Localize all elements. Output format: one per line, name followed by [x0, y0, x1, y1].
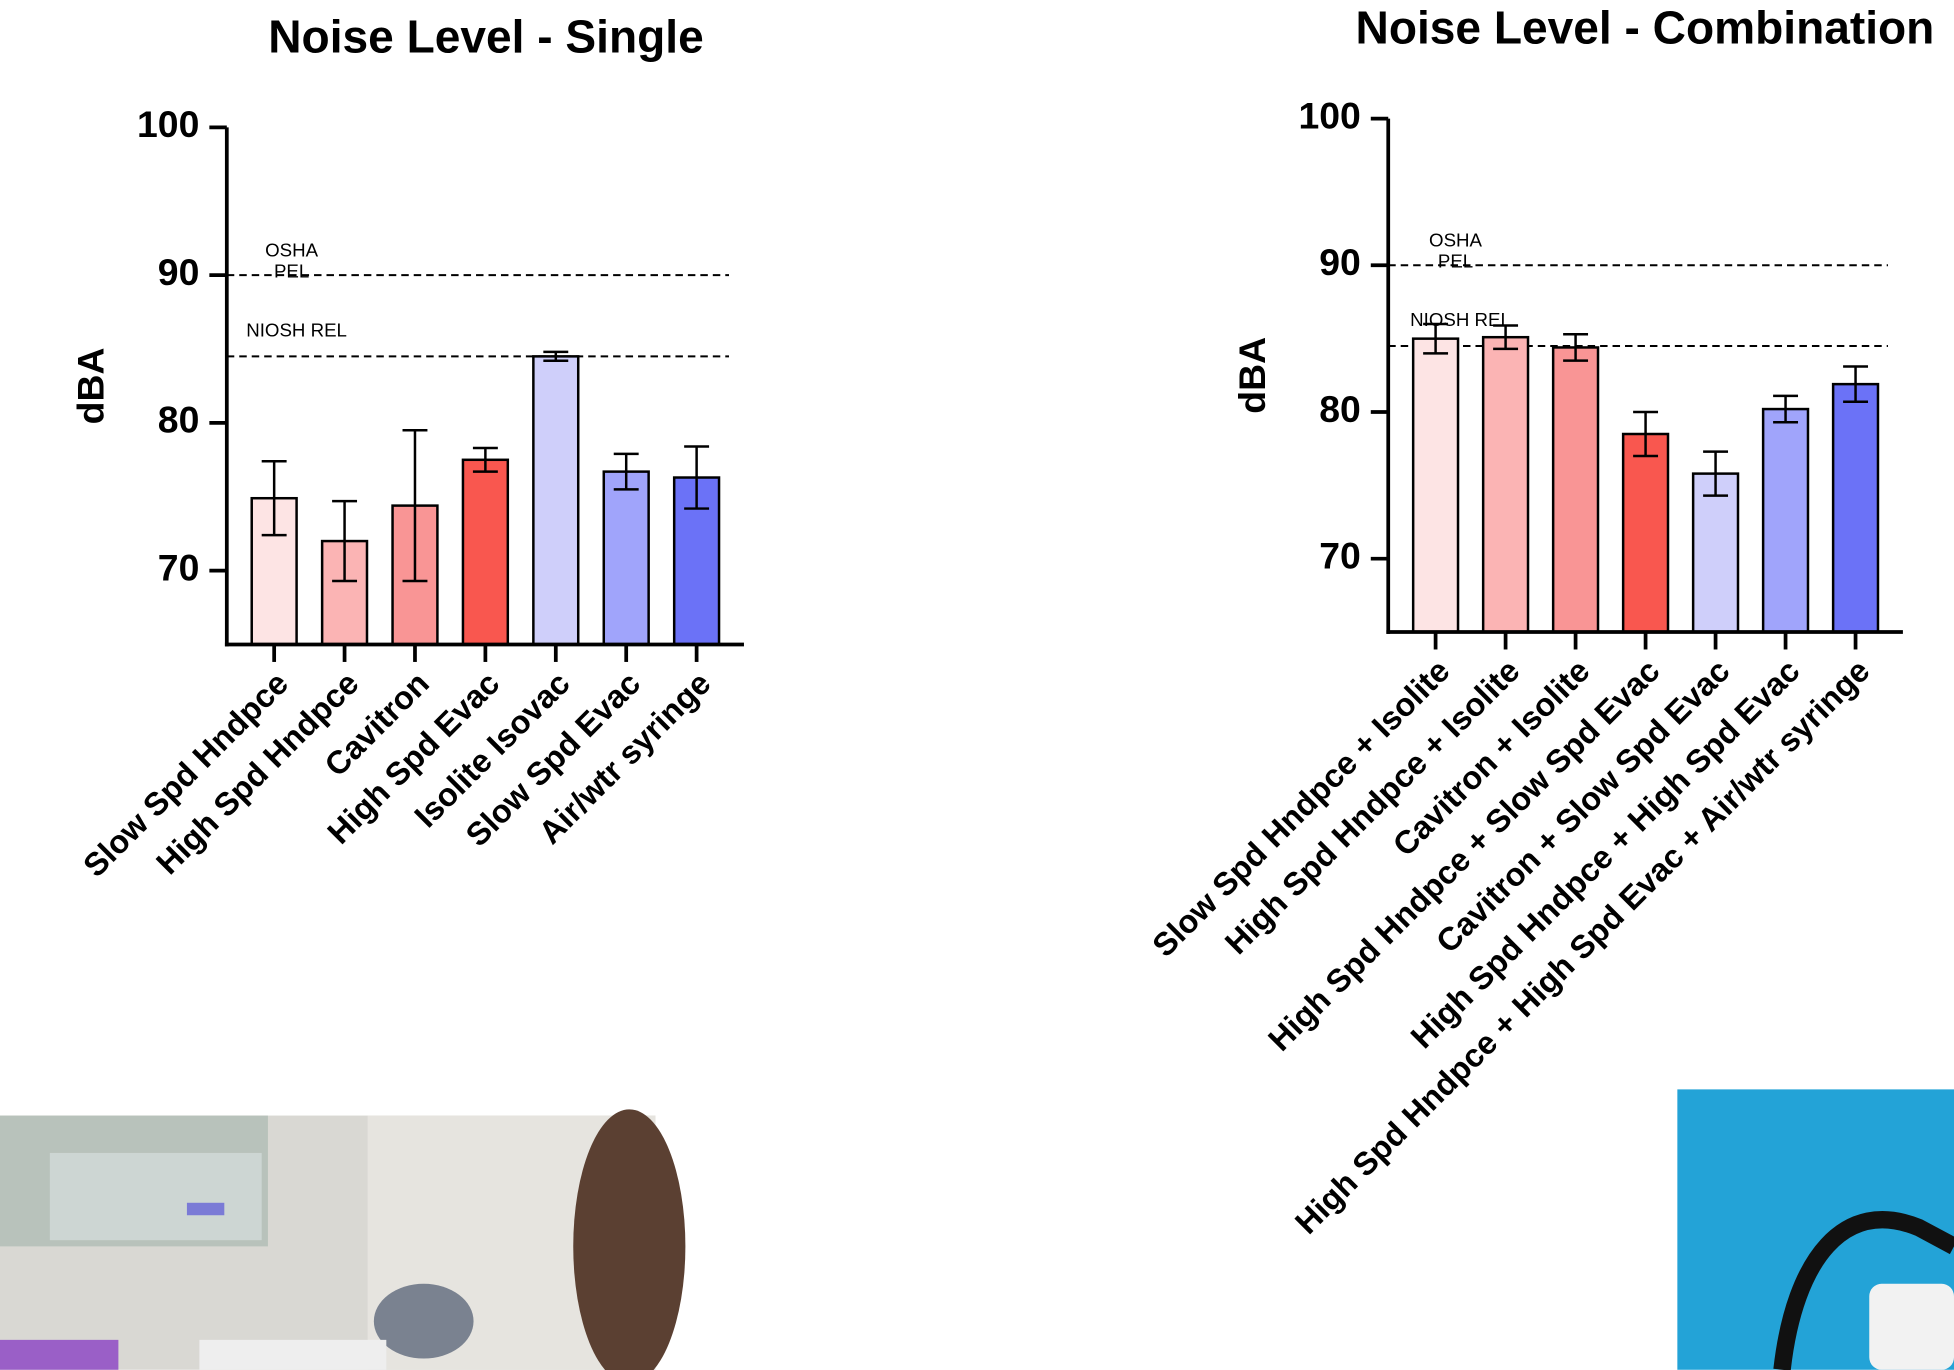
bar [463, 460, 508, 645]
y-tick-label: 80 [1319, 388, 1361, 430]
photo-right [1677, 1089, 1954, 1369]
bar [1833, 384, 1878, 632]
reference-label: OSHA [265, 239, 318, 260]
chart: Noise Level - Combination dBA 70 80 90 100 OSH… [1145, 2, 1934, 1241]
bar [1413, 339, 1458, 632]
reference-label: NIOSH REL [246, 319, 347, 340]
bar [604, 472, 649, 645]
bar [1483, 337, 1528, 632]
y-tick-label: 80 [158, 399, 200, 441]
y-tick-label: 70 [158, 546, 200, 588]
y-tick-label: 70 [1319, 535, 1361, 577]
bar [1623, 434, 1668, 632]
bar [1553, 347, 1598, 632]
y-tick-label: 100 [137, 103, 199, 145]
bar [1763, 409, 1808, 632]
y-tick-label: 100 [1298, 94, 1360, 136]
figure: Noise Level - SingledBA708090100OSHAPELN… [0, 0, 1954, 1370]
photo-left [0, 1109, 685, 1370]
y-axis-label: dBA [69, 348, 111, 425]
y-axis-label: dBA [1231, 337, 1273, 414]
bar [1693, 474, 1738, 632]
y-tick-label: 90 [158, 251, 200, 293]
chart-title: Noise Level - Single [268, 10, 703, 62]
reference-label: OSHA [1429, 230, 1482, 251]
reference-label: PEL [274, 261, 309, 282]
reference-label: PEL [1438, 251, 1473, 272]
reference-label: NIOSH REL [1410, 309, 1511, 330]
chart-title: Noise Level - Combination [1356, 2, 1935, 54]
bar [533, 356, 578, 644]
y-tick-label: 90 [1319, 241, 1361, 283]
page: Noise Level - SingledBA708090100OSHAPELN… [0, 0, 1954, 1370]
